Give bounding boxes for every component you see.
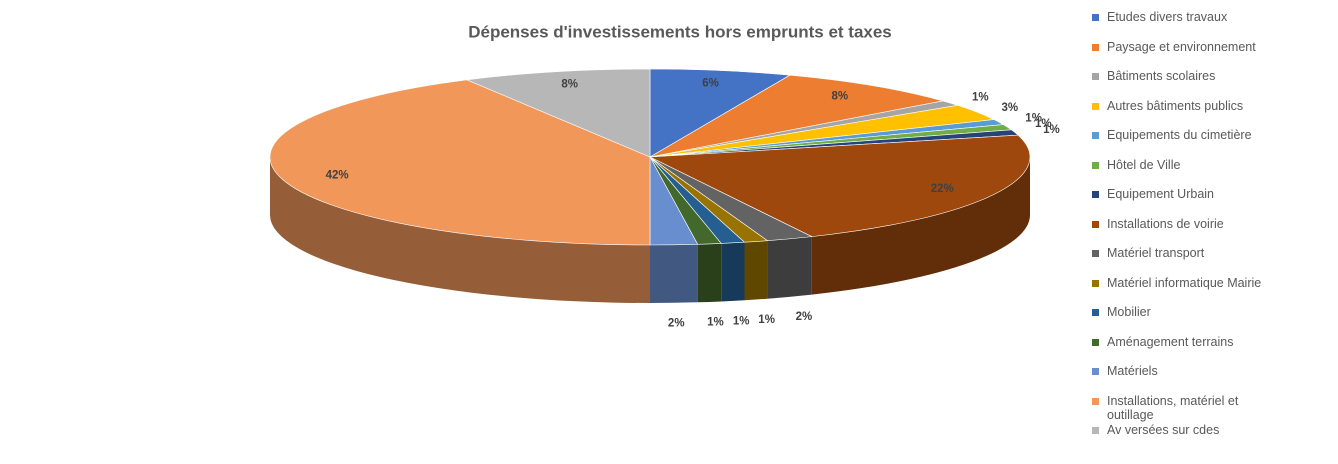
data-label: 1%: [758, 314, 775, 326]
legend-item: Hôtel de Ville: [1092, 158, 1332, 188]
legend-item: Paysage et environnement: [1092, 40, 1332, 70]
data-label: 1%: [733, 316, 750, 328]
data-label: 2%: [796, 311, 813, 323]
legend-swatch: [1092, 397, 1099, 405]
slice-side: [697, 243, 722, 303]
legend-swatch: [1092, 14, 1099, 21]
data-label: 42%: [326, 170, 349, 182]
legend-swatch: [1092, 43, 1099, 51]
slice-side: [721, 242, 745, 302]
data-label: 3%: [1001, 102, 1018, 114]
legend-label: Matériel transport: [1107, 246, 1205, 260]
data-label: 1%: [707, 317, 724, 329]
legend-label: Matériel informatique Mairie: [1107, 275, 1262, 290]
data-label: 8%: [832, 91, 849, 103]
legend-item: Aménagement terrains: [1092, 335, 1332, 365]
legend-label: Installations, matériel et outillage: [1107, 393, 1239, 422]
legend-swatch: [1092, 427, 1099, 434]
legend-swatch: [1092, 161, 1099, 169]
slice: [648, 134, 1031, 237]
legend-item: Matériel informatique Mairie: [1092, 276, 1332, 306]
data-label: 2%: [668, 318, 685, 330]
data-label: 6%: [702, 78, 719, 90]
slice: [269, 79, 651, 246]
data-label: 8%: [561, 79, 578, 91]
legend-item: Bâtiments scolaires: [1092, 69, 1332, 99]
legend-swatch: [1092, 250, 1099, 257]
chart-title: Dépenses d'investissements hors emprunts…: [468, 22, 892, 41]
slice-side: [744, 240, 768, 301]
slice: [649, 74, 943, 158]
slice-tops: [269, 68, 1031, 246]
slice-side: [767, 236, 812, 299]
slice-side: [811, 157, 1030, 295]
data-label: 1%: [1043, 124, 1060, 136]
legend-swatch: [1092, 220, 1099, 228]
legend-swatch: [1092, 279, 1099, 287]
slice: [465, 68, 651, 158]
legend-swatch: [1092, 132, 1099, 139]
legend-item: Equipements du cimetière: [1092, 128, 1332, 158]
legend-label: Matériels: [1107, 364, 1158, 378]
legend-label: Bâtiments scolaires: [1107, 69, 1216, 83]
slice-side: [650, 244, 698, 303]
legend-item: Av versées sur cdes: [1092, 423, 1332, 453]
legend-swatch: [1092, 73, 1099, 80]
legend-item: Matériels: [1092, 364, 1332, 394]
legend-item: Installations, matériel et outillage: [1092, 394, 1332, 424]
legend-item: Mobilier: [1092, 305, 1332, 335]
legend-swatch: [1092, 191, 1099, 198]
slice: [649, 68, 791, 158]
legend-swatch: [1092, 368, 1099, 375]
slice-sides: [270, 157, 1030, 303]
data-label: 1%: [972, 92, 989, 104]
legend-label: Autres bâtiments publics: [1107, 98, 1244, 113]
data-label: 22%: [931, 183, 954, 195]
legend-item: Autres bâtiments publics: [1092, 99, 1332, 129]
legend-item: Installations de voirie: [1092, 217, 1332, 247]
chart: Dépenses d'investissements hors emprunts…: [269, 22, 1060, 330]
slice-side: [270, 157, 650, 303]
data-label: 1%: [1025, 113, 1042, 125]
legend-label: Equipement Urbain: [1107, 187, 1215, 201]
legend-label: Equipements du cimetière: [1107, 128, 1252, 142]
legend-label: Aménagement terrains: [1107, 334, 1234, 349]
legend-swatch: [1092, 102, 1099, 110]
legend-item: Etudes divers travaux: [1092, 10, 1332, 40]
legend-label: Mobilier: [1107, 305, 1151, 319]
data-label: 1%: [1035, 118, 1052, 130]
legend-label: Av versées sur cdes: [1107, 423, 1220, 437]
legend-label: Etudes divers travaux: [1107, 10, 1228, 24]
legend: Etudes divers travaux Paysage et environn…: [1092, 10, 1332, 453]
legend-label: Hôtel de Ville: [1107, 157, 1181, 172]
legend-label: Installations de voirie: [1107, 216, 1224, 231]
legend-item: Matériel transport: [1092, 246, 1332, 276]
legend-swatch: [1092, 309, 1099, 316]
legend-label: Paysage et environnement: [1107, 39, 1256, 54]
legend-swatch: [1092, 338, 1099, 346]
legend-item: Equipement Urbain: [1092, 187, 1332, 217]
